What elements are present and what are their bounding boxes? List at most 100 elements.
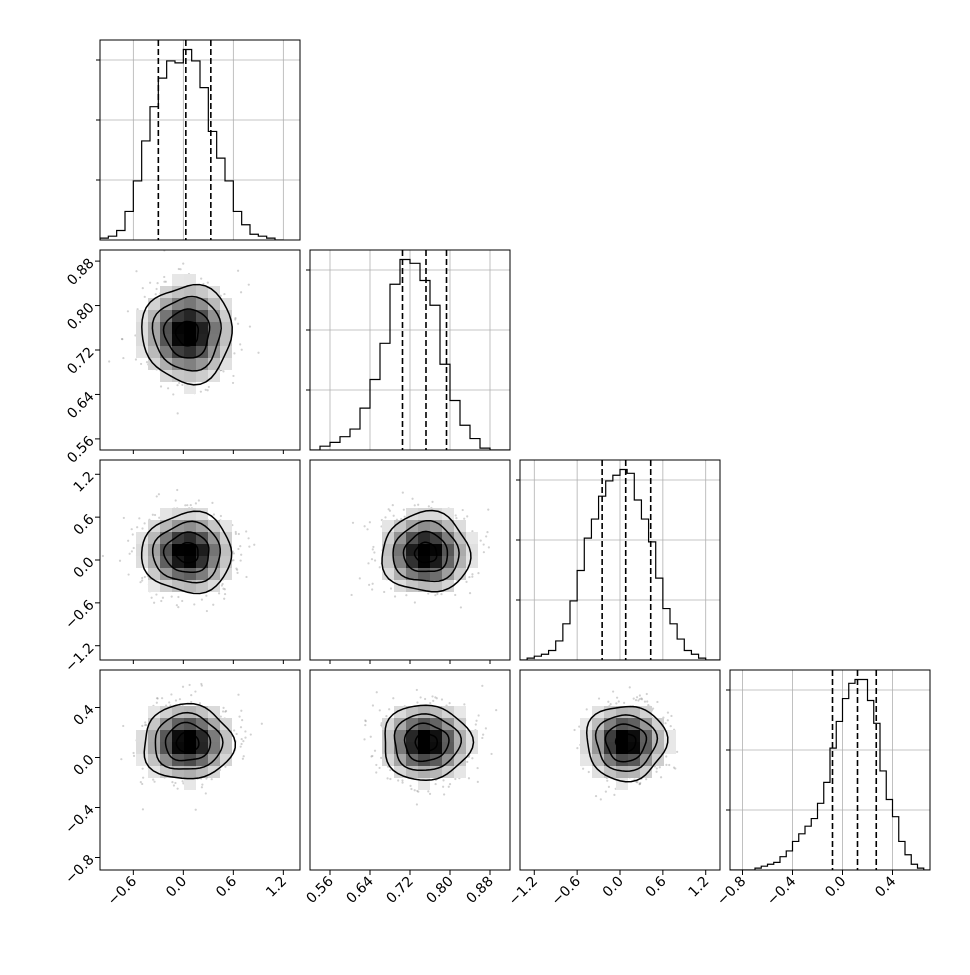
scatter-point [616,696,619,699]
scatter-point [143,575,146,579]
contour-panel-3-1: 0.56 0.64 0.72 0.80 0.88 [303,669,511,907]
density-cell [208,706,220,718]
scatter-point [370,755,373,758]
scatter-point [176,384,179,387]
density-cell [184,706,196,718]
scatter-point [141,767,144,770]
scatter-point [164,280,167,283]
scatter-point [364,720,367,723]
x-tick-label: 0.72 [383,874,416,907]
scatter-point [448,783,452,786]
density-cell [184,568,196,580]
density-cell [184,370,196,382]
scatter-point [468,575,471,579]
contour-line [381,509,472,593]
scatter-point [132,751,135,755]
x-tick-label: 0.6 [213,873,240,900]
scatter-point [474,723,477,726]
scatter-point [238,715,241,718]
scatter-point [212,513,216,516]
scatter-point [128,552,131,555]
scatter-point [149,281,152,284]
scatter-point [431,695,434,698]
density-cell [394,556,406,568]
scatter-point [176,787,179,790]
plot-area [108,250,260,415]
scatter-point [221,710,225,713]
scatter-point [178,381,181,384]
density-cell [442,568,454,580]
density-cell [442,754,454,766]
scatter-point [676,750,679,753]
density-cell [220,358,232,370]
density-cell [160,358,172,370]
scatter-point [393,595,397,598]
density-cell [160,532,172,544]
scatter-point [363,738,366,741]
scatter-point [172,784,176,787]
scatter-point [177,595,180,599]
scatter-point [130,550,134,553]
scatter-point [157,493,161,496]
density-cell [220,520,232,532]
scatter-point [386,765,390,768]
density-cell [172,346,184,358]
density-cell [580,754,592,766]
density-cell [136,730,148,742]
scatter-point [367,562,370,565]
scatter-point [202,282,205,286]
scatter-point [155,697,159,700]
scatter-point [242,740,245,743]
scatter-point [158,516,161,519]
x-tick-label: 0.0 [163,874,190,901]
scatter-point [427,790,430,793]
scatter-point [189,503,192,507]
scatter-point [144,721,147,724]
density-cell [382,730,394,742]
density-cell [394,520,406,532]
scatter-point [604,790,607,793]
scatter-point [120,758,123,761]
scatter-point [150,596,153,599]
scatter-point [403,515,406,518]
scatter-point [477,714,480,717]
density-cell [148,730,160,742]
scatter-point [118,559,122,562]
scatter-point [447,785,450,788]
scatter-point [371,548,374,551]
scatter-point [248,325,252,328]
density-cell [172,274,184,286]
scatter-point [364,723,367,727]
scatter-point [244,730,247,733]
density-cell [406,532,418,544]
contour-line [174,320,200,347]
scatter-point [236,322,240,325]
scatter-point [442,779,445,782]
scatter-point [431,500,434,503]
plot-area [101,488,256,613]
contour-line [402,530,449,573]
density-cell [418,580,430,592]
scatter-point [138,517,141,520]
plot-area [100,40,300,240]
scatter-point [587,770,590,774]
x-tick-label: −1.2 [506,874,541,909]
scatter-point [669,725,672,728]
scatter-point [363,525,366,528]
scatter-point [235,732,238,736]
scatter-point [391,504,394,507]
scatter-point [223,597,226,600]
density-cell [442,508,454,520]
scatter-point [231,381,235,385]
density-cell [160,556,172,568]
density-cell [172,544,184,556]
density-cell [136,754,148,766]
scatter-point [638,782,641,786]
scatter-point [206,389,209,392]
scatter-point [139,581,142,584]
density-cell [466,556,478,568]
scatter-point [170,693,173,696]
scatter-point [249,733,252,736]
panel-frame [99,669,301,871]
density-cell [184,532,196,544]
